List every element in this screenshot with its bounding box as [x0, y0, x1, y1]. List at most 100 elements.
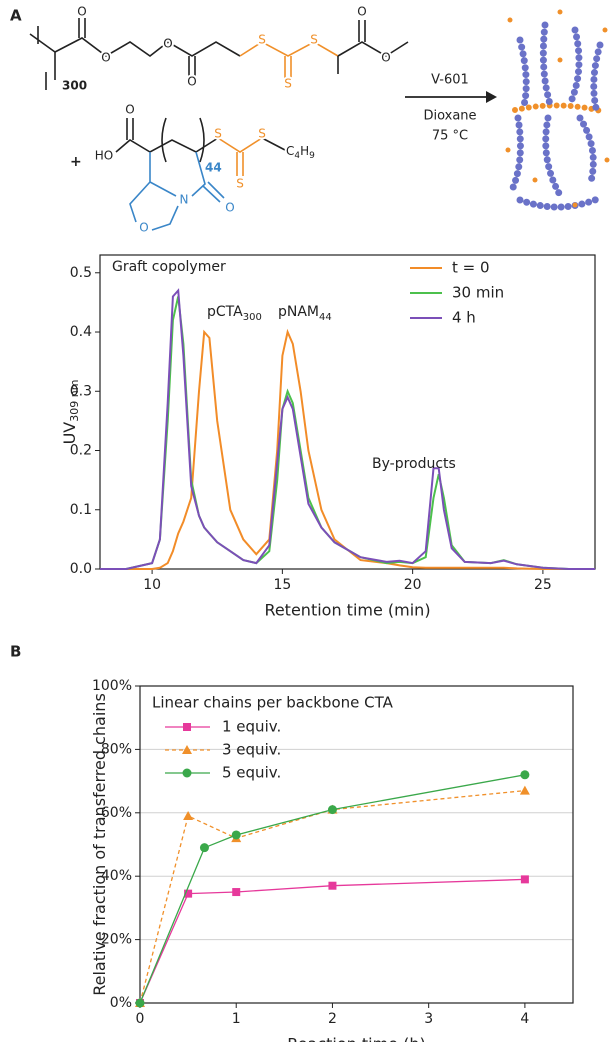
bond — [29, 26, 56, 90]
bond — [239, 41, 339, 78]
y-axis-label-text: UV — [60, 422, 79, 445]
graft-chain — [566, 26, 583, 108]
x-tick-label: 10 — [143, 577, 161, 593]
dot — [604, 157, 610, 163]
point — [232, 888, 241, 897]
dot — [557, 57, 563, 63]
annotation-text: Graft copolymer — [112, 259, 226, 275]
bond — [337, 20, 409, 74]
point — [231, 830, 241, 840]
annotation: pNAM44 — [278, 304, 332, 323]
y-tick-label: 0.1 — [70, 502, 92, 518]
annotation: pCTA300 — [207, 304, 262, 323]
bond — [78, 18, 196, 76]
y-axis-label-sub: 309 nm — [68, 380, 81, 422]
panel-label: A — [10, 7, 22, 25]
legend-title: Linear chains per backbone CTA — [152, 694, 394, 712]
point — [199, 843, 209, 853]
x-tick-label: 4 — [520, 1011, 529, 1027]
legend-marker — [182, 768, 192, 778]
dot — [532, 177, 538, 183]
plus: + — [70, 154, 82, 170]
x-tick-label: 2 — [328, 1011, 337, 1027]
atom-label: S — [258, 127, 266, 141]
legend-label: 1 equiv. — [222, 718, 281, 736]
atom-label: S — [310, 33, 318, 47]
atom-label: N — [180, 193, 189, 207]
annotation-text: By-products — [372, 456, 456, 472]
bond — [217, 137, 263, 176]
atom-label: O — [163, 37, 172, 51]
series-line — [139, 878, 525, 1004]
formula-part: C — [286, 144, 294, 158]
legend-marker — [183, 723, 191, 731]
series-line — [100, 288, 595, 570]
bond — [54, 37, 241, 57]
point — [135, 998, 145, 1008]
atom-label: O — [381, 51, 390, 65]
series-line — [139, 789, 525, 1004]
point — [519, 785, 530, 795]
annotation-text: pCTA — [207, 304, 243, 320]
y-tick-label: 100% — [92, 678, 132, 694]
atom-label: O — [77, 5, 86, 19]
repeat-count: 44 — [205, 161, 222, 175]
y-axis-label-text: Relative fraction of transferred chains — [90, 693, 109, 996]
y-tick-label: 0.5 — [70, 265, 92, 281]
point — [327, 805, 337, 815]
y-tick-label: 60% — [101, 805, 132, 821]
legend-label: 30 min — [452, 284, 504, 302]
reagent: V-601 — [431, 73, 469, 88]
product-illustration — [508, 21, 608, 211]
formula-part: 9 — [309, 151, 315, 161]
plot-frame — [139, 685, 574, 1004]
bond — [115, 117, 219, 163]
atom-label: O — [187, 75, 196, 89]
y-axis-label: Relative fraction of transferred chains — [90, 693, 109, 996]
graft-chain — [516, 36, 530, 109]
annotation-sub: 44 — [319, 312, 332, 323]
dot — [572, 202, 578, 208]
atom-label: O — [225, 201, 234, 215]
point — [328, 881, 337, 890]
annotation-text: pNAM — [278, 304, 319, 320]
y-tick-label: 0.0 — [70, 561, 92, 577]
formula-part: 4 — [294, 151, 300, 161]
graft-chain — [590, 41, 604, 112]
series-line — [100, 328, 595, 570]
y-tick-label: 0.2 — [70, 443, 92, 459]
annotation-sub: 300 — [243, 312, 262, 323]
annotation: By-products — [372, 456, 456, 472]
legend-label: 5 equiv. — [222, 764, 281, 782]
graft-chain — [576, 114, 597, 189]
y-tick-label: 0.3 — [70, 383, 92, 399]
backbone — [512, 102, 608, 115]
x-tick-label: 20 — [404, 577, 422, 593]
bond — [129, 151, 225, 231]
arrow-head — [486, 91, 497, 103]
legend-label: 3 equiv. — [222, 741, 281, 759]
dot — [505, 147, 511, 153]
atom-label: O — [101, 51, 110, 65]
atom-label: S — [236, 177, 244, 191]
legend-label: t = 0 — [452, 259, 490, 277]
scheme-bonds — [29, 18, 497, 231]
legend-marker — [182, 745, 192, 754]
y-tick-label: 40% — [101, 868, 132, 884]
temperature: 75 °C — [432, 129, 468, 144]
y-tick-label: 0% — [110, 995, 132, 1011]
graft-chain — [542, 114, 564, 199]
bond — [261, 137, 286, 151]
dot — [602, 27, 608, 33]
point — [520, 770, 530, 780]
x-tick-label: 25 — [534, 577, 552, 593]
y-tick-label: 80% — [101, 741, 132, 757]
x-axis-label: Retention time (min) — [264, 601, 430, 620]
x-tick-label: 1 — [232, 1011, 241, 1027]
y-tick-label: 20% — [101, 932, 132, 948]
atom-label: O — [357, 5, 366, 19]
graft-chain — [508, 114, 524, 194]
formula-part: H — [300, 144, 309, 158]
point — [183, 810, 194, 820]
